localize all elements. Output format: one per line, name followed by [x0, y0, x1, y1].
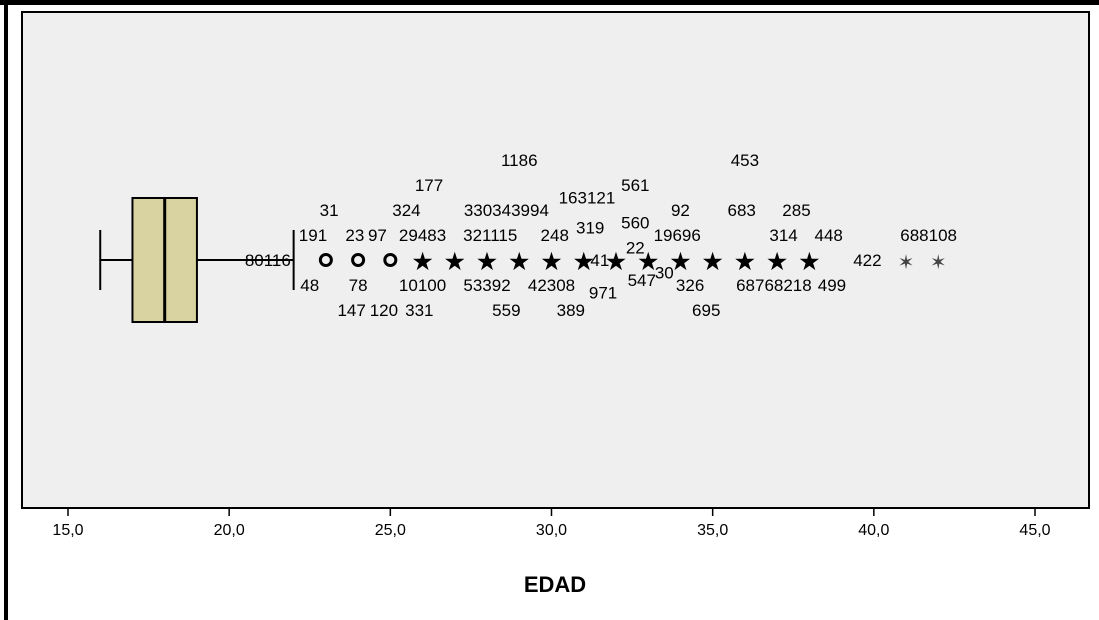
case-label: 42308: [528, 276, 575, 295]
case-label: 23: [345, 226, 364, 245]
case-label: 19696: [654, 226, 701, 245]
case-label: 1186: [501, 151, 538, 170]
case-label: 163121: [559, 189, 616, 208]
outlier-layer: ★ ★ ★ ★ ★ ★ ★ ★ ★ ★ ★ ★ ★ ✶ ✶: [318, 249, 947, 274]
x-tick-label: 40,0: [858, 522, 889, 539]
case-label: 422: [853, 251, 881, 270]
case-label: 321115: [463, 226, 517, 245]
outlier-star-point: ★: [509, 249, 529, 274]
case-label: 78: [349, 276, 368, 295]
case-label: 22: [626, 239, 645, 258]
outlier-star-point: ★: [413, 249, 433, 274]
outlier-star-point: ★: [767, 249, 787, 274]
case-label: 29483: [399, 226, 446, 245]
x-tick-label: 20,0: [214, 522, 245, 539]
outlier-circle-point: [383, 253, 398, 267]
outlier-star-point: ✶: [930, 252, 947, 274]
outlier-star-point: ★: [638, 249, 658, 274]
case-label-layer: 80116 31 191 48 147 23 97 78 324 177 29483 10100120…: [245, 151, 957, 320]
outlier-star-point: ✶: [898, 252, 915, 274]
x-axis-title: EDAD: [524, 572, 586, 597]
case-label: 547: [628, 271, 656, 290]
case-label: 389: [557, 301, 585, 320]
outlier-circle-point: [318, 253, 333, 267]
outlier-star-point: ★: [606, 249, 626, 274]
outlier-star-point: ★: [542, 249, 562, 274]
case-label: 53392: [463, 276, 510, 295]
outlier-star-point: ★: [445, 249, 465, 274]
case-label: 331: [405, 301, 433, 320]
case-label: 330343994: [464, 201, 549, 220]
x-tick-label: 35,0: [697, 522, 728, 539]
case-label: 191: [299, 226, 327, 245]
outlier-star-point: ★: [703, 249, 723, 274]
case-label: 285: [782, 201, 810, 220]
x-axis: 15,0 20,0 25,0 30,0 35,0 40,0 45,0: [52, 508, 1051, 539]
outlier-star-point: ★: [671, 249, 691, 274]
case-label: 971: [589, 284, 617, 303]
x-tick-label: 30,0: [536, 522, 567, 539]
case-label: 147: [337, 301, 365, 320]
outlier-star-point: ★: [735, 249, 755, 274]
case-label: 30: [655, 264, 674, 283]
case-label: 120: [370, 301, 398, 320]
case-label: 499: [818, 276, 846, 295]
case-label: 561: [621, 176, 649, 195]
case-label: 80116: [245, 251, 291, 270]
case-label: 248: [541, 226, 569, 245]
outlier-star-point: ★: [799, 249, 819, 274]
box-layer: [99, 197, 295, 323]
case-label: 97: [368, 226, 387, 245]
case-label: 560: [621, 214, 649, 233]
x-tick-label: 25,0: [375, 522, 406, 539]
case-label: 48: [300, 276, 319, 295]
case-label: 314: [769, 226, 797, 245]
case-label: 448: [815, 226, 843, 245]
case-label: 68768218: [736, 276, 812, 295]
case-label: 92: [671, 201, 690, 220]
case-label: 10100: [399, 276, 446, 295]
case-label: 688108: [900, 226, 957, 245]
outlier-star-point: ★: [477, 249, 497, 274]
case-label: 41: [590, 251, 609, 270]
case-label: 453: [731, 151, 759, 170]
x-tick-label: 45,0: [1019, 522, 1050, 539]
case-label: 319: [576, 219, 604, 238]
case-label: 695: [692, 301, 720, 320]
case-label: 324: [392, 201, 420, 220]
case-label: 326: [676, 276, 704, 295]
case-label: 31: [320, 201, 339, 220]
case-label: 559: [492, 301, 520, 320]
outlier-circle-point: [351, 253, 366, 267]
outlier-star-point: ★: [574, 249, 594, 274]
x-tick-label: 15,0: [52, 522, 83, 539]
case-label: 683: [727, 201, 755, 220]
case-label: 177: [415, 176, 443, 195]
